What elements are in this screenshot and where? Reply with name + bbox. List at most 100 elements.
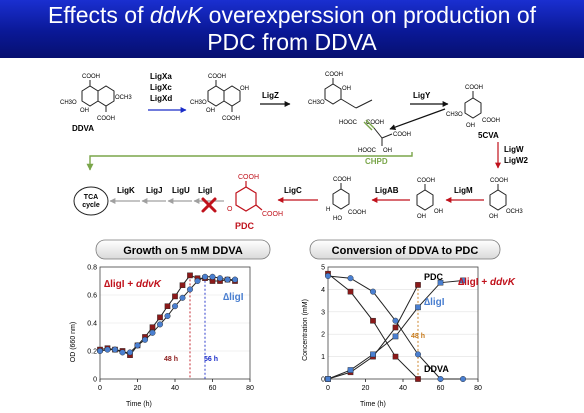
int1-cooh-bottom: COOH (222, 116, 240, 122)
enzyme-ligy: LigY (413, 91, 431, 100)
tca-label-line-2: cycle (82, 202, 100, 209)
growth-xtick-label: 0 (98, 385, 102, 392)
growth-xtick-label: 80 (246, 385, 254, 392)
enzyme-ligxc: LigXc (150, 83, 172, 92)
conversion-ytick-label: 0 (321, 377, 325, 384)
growth-chart: 0 0.2 0.4 0.6 0.8 0 20 40 60 80 Time (h) OD (660 … (70, 265, 254, 409)
growth-xtick-label: 40 (171, 385, 179, 392)
pdc-structure (235, 181, 263, 212)
conversion-point (347, 288, 354, 295)
conversion-point (370, 317, 376, 324)
growth-ylabel: OD (660 nm) (70, 322, 77, 362)
growth-ticks: 0 0.2 0.4 0.6 0.8 0 20 40 60 80 (87, 265, 254, 393)
conversion-label-ddva: DDVA (424, 364, 449, 374)
enzyme-ligxa: LigXa (150, 72, 172, 81)
tca-cycle-node (73, 186, 109, 216)
conversion-series (325, 270, 467, 383)
title-line-1-a: Effects of (48, 2, 150, 28)
conversion-gridlines (328, 266, 478, 380)
int2-cooh-bottom: COOH (366, 120, 384, 126)
growth-point (141, 336, 148, 343)
growth-point (209, 273, 216, 280)
growth-point (164, 313, 171, 320)
slide-title: Effects of ddvK overexperssion on produc… (0, 2, 584, 56)
growth-label-ddvk: ∆ligI + ddvK (104, 279, 162, 290)
chms-ho: HO (333, 216, 342, 222)
conversion-point (415, 376, 421, 382)
title-bar: Effects of ddvK overexperssion on produc… (0, 0, 584, 58)
enzyme-ligxd: LigXd (150, 94, 172, 103)
conversion-point (437, 376, 444, 383)
enzyme-ligw2: LigW2 (504, 156, 529, 165)
growth-point (179, 282, 186, 289)
arrow-to-chpd (389, 108, 446, 130)
conversion-point (460, 277, 466, 284)
growth-point (104, 346, 111, 353)
conversion-ylabel: Concentration (mM) (302, 299, 309, 361)
vanillate-och3: OCH3 (506, 209, 523, 215)
tca-label-line-1: TCA (84, 194, 98, 201)
conversion-point (392, 333, 399, 340)
pdc-label: PDC (235, 221, 255, 231)
growth-header-pill (95, 239, 271, 260)
conversion-point (325, 376, 331, 382)
int1-cooh-top: COOH (208, 74, 226, 80)
ddva-och3: OCH3 (115, 95, 132, 101)
conversion-xtick-label: 0 (326, 385, 330, 392)
conversion-label-mutant: ∆ligI (424, 297, 445, 308)
growth-point (119, 349, 126, 356)
5cva-ch3o: CH3O (446, 112, 463, 118)
growth-xtick-label: 20 (134, 385, 142, 392)
chms-cooh-right: COOH (348, 210, 366, 216)
ddva-cooh-top: COOH (82, 74, 100, 80)
conversion-point (415, 351, 422, 358)
growth-point (201, 273, 208, 280)
growth-point (171, 303, 178, 310)
growth-point (186, 286, 193, 293)
conversion-point (370, 288, 377, 295)
growth-point (157, 314, 163, 321)
pdc-cooh-top: COOH (238, 174, 259, 181)
conversion-xtick-label: 40 (399, 385, 407, 392)
growth-label-ddvk-a: ∆ligI + (104, 279, 136, 290)
enzyme-ligz: LigZ (262, 91, 279, 100)
enzyme-ligu: LigU (172, 186, 190, 195)
ddva-ch3o: CH3O (60, 100, 77, 106)
conversion-point (415, 282, 421, 288)
conversion-ytick-label: 5 (321, 265, 325, 272)
5cva-oh: OH (466, 123, 475, 129)
ddva-oh: OH (80, 108, 89, 114)
int2-oh: OH (342, 86, 351, 92)
protocatechuate-oh: OH (417, 214, 426, 220)
5cva-label: 5CVA (478, 131, 499, 140)
int2-ch3o: CH3O (308, 100, 325, 106)
growth-point (231, 276, 238, 283)
enzyme-ligj: LigJ (146, 186, 162, 195)
intermediate-2-structure (324, 78, 373, 109)
growth-point (164, 303, 171, 310)
vanillate-structure (489, 184, 507, 211)
arrow-chpd-to-tca (86, 152, 413, 171)
5cva-cooh-right: COOH (482, 118, 500, 124)
conversion-point (392, 317, 399, 324)
enzyme-ligw: LigW (504, 145, 524, 154)
conversion-xtick-label: 80 (474, 385, 482, 392)
growth-marker-56h: 56 h (204, 356, 218, 363)
conversion-label-ddvk-a: ∆ligI + (458, 277, 490, 288)
growth-point (149, 324, 156, 331)
conversion-ytick-label: 1 (321, 354, 325, 361)
conversion-point (460, 376, 467, 383)
pdc-cooh-right: COOH (262, 211, 283, 218)
int1-oh-right: OH (240, 86, 249, 92)
chms-cooh-top: COOH (333, 177, 351, 183)
enzyme-ligm: LigM (454, 186, 473, 195)
vanillate-cooh: COOH (490, 178, 508, 184)
conversion-label-ddvk: ∆ligI + ddvK (458, 277, 516, 288)
conversion-point (437, 279, 444, 286)
ddva-structure (81, 80, 115, 112)
intermediate-1-structure (207, 80, 241, 112)
growth-point (224, 276, 231, 283)
protocatechuate-oh-right: OH (434, 209, 443, 215)
growth-point (216, 275, 223, 282)
conversion-ticks: 0 1 2 3 4 5 0 20 40 60 80 (321, 265, 482, 393)
